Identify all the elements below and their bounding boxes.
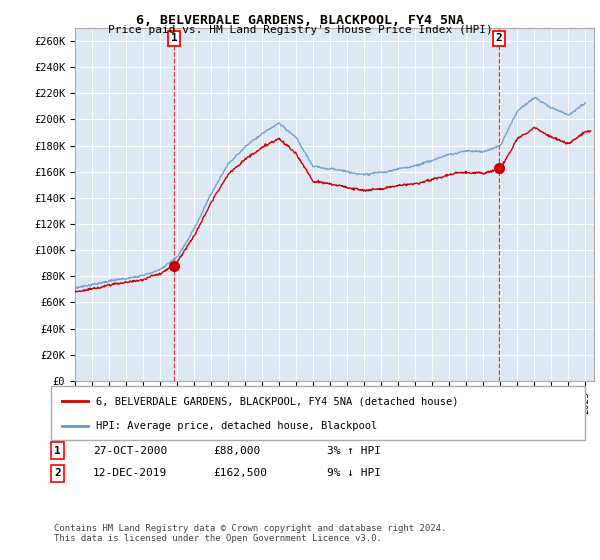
Text: 1: 1 bbox=[170, 33, 178, 43]
Text: HPI: Average price, detached house, Blackpool: HPI: Average price, detached house, Blac… bbox=[97, 421, 377, 431]
Text: £88,000: £88,000 bbox=[213, 446, 260, 456]
Text: 1: 1 bbox=[54, 446, 61, 456]
Text: 27-OCT-2000: 27-OCT-2000 bbox=[93, 446, 167, 456]
Text: 12-DEC-2019: 12-DEC-2019 bbox=[93, 468, 167, 478]
FancyBboxPatch shape bbox=[51, 386, 585, 440]
Text: Contains HM Land Registry data © Crown copyright and database right 2024.
This d: Contains HM Land Registry data © Crown c… bbox=[54, 524, 446, 543]
Text: Price paid vs. HM Land Registry's House Price Index (HPI): Price paid vs. HM Land Registry's House … bbox=[107, 25, 493, 35]
Text: 6, BELVERDALE GARDENS, BLACKPOOL, FY4 5NA (detached house): 6, BELVERDALE GARDENS, BLACKPOOL, FY4 5N… bbox=[97, 396, 459, 407]
Text: 9% ↓ HPI: 9% ↓ HPI bbox=[327, 468, 381, 478]
Text: 2: 2 bbox=[54, 468, 61, 478]
Text: 3% ↑ HPI: 3% ↑ HPI bbox=[327, 446, 381, 456]
Text: £162,500: £162,500 bbox=[213, 468, 267, 478]
Text: 2: 2 bbox=[496, 33, 502, 43]
Text: 6, BELVERDALE GARDENS, BLACKPOOL, FY4 5NA: 6, BELVERDALE GARDENS, BLACKPOOL, FY4 5N… bbox=[136, 14, 464, 27]
